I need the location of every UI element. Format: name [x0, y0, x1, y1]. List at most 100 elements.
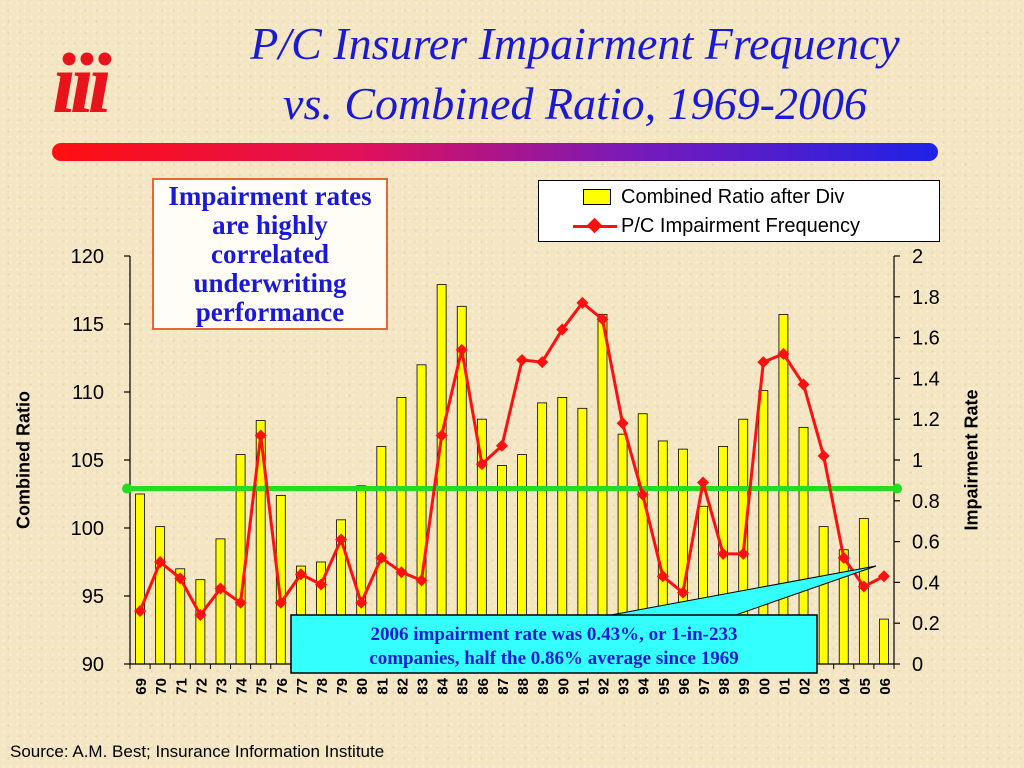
x-tick-label: 00 [756, 678, 773, 695]
y-left-tick-label: 90 [82, 654, 104, 676]
impairment-point-76 [274, 596, 287, 609]
bar-74 [235, 454, 246, 665]
bar-06 [879, 618, 889, 665]
impairment-point-82 [395, 566, 408, 579]
impairment-point-85 [455, 343, 468, 356]
y-right-tick-label: 1 [912, 450, 923, 472]
impairment-line-layer [134, 296, 890, 622]
y-right-tick-label: 2 [912, 246, 923, 268]
x-tick-label: 02 [797, 678, 814, 695]
y-right-tick-label: 1.8 [912, 287, 940, 309]
page-title: P/C Insurer Impairment Frequency vs. Com… [150, 14, 1000, 134]
impairment-point-93 [616, 417, 629, 430]
y-right-tick-label: 0.2 [912, 613, 940, 635]
impairment-point-00 [757, 356, 770, 369]
x-tick-label: 79 [334, 678, 351, 695]
impairment-point-94 [636, 488, 649, 501]
impairment-point-78 [315, 578, 327, 591]
x-tick-label: 86 [475, 678, 492, 695]
impairment-point-95 [656, 570, 669, 583]
y-left-tick-label: 100 [71, 518, 104, 540]
impairment-point-77 [294, 568, 307, 581]
impairment-point-74 [234, 596, 247, 609]
impairment-point-98 [717, 547, 730, 560]
title-gradient-bar [52, 143, 938, 161]
bar-04 [838, 549, 849, 665]
impairment-point-81 [375, 551, 388, 564]
impairment-point-75 [254, 429, 267, 442]
impairment-point-83 [415, 574, 428, 587]
x-tick-label: 76 [274, 678, 291, 695]
impairment-point-92 [596, 313, 609, 326]
impairment-point-89 [536, 356, 549, 369]
x-tick-label: 87 [495, 678, 512, 695]
callout-text: Impairment rates are highly correlated u… [168, 181, 372, 327]
x-tick-label: 72 [193, 678, 210, 695]
y-right-tick-label: 1.6 [912, 328, 940, 350]
impairment-point-80 [355, 596, 368, 609]
impairment-point-71 [174, 572, 187, 585]
x-tick-label: 97 [696, 678, 713, 695]
x-tick-label: 92 [595, 678, 612, 695]
x-tick-label: 75 [254, 678, 271, 695]
annotation-box [290, 614, 818, 674]
x-tick-label: 82 [394, 678, 411, 695]
x-tick-label: 73 [213, 678, 230, 695]
impairment-point-86 [475, 458, 488, 471]
iii-logo: iii [52, 35, 112, 131]
y-axis-left-label: Combined Ratio [13, 391, 34, 529]
y-left-tick-label: 120 [71, 246, 104, 268]
bar-84 [436, 284, 447, 665]
impairment-point-69 [134, 604, 147, 617]
y-right-tick-label: 1.2 [912, 409, 940, 431]
y-left-tick-label: 115 [72, 314, 104, 336]
impairment-point-05 [857, 580, 870, 593]
legend-label-combined-ratio: Combined Ratio after Div [621, 185, 845, 208]
impairment-point-84 [435, 429, 448, 442]
y-axis-right-label: Impairment Rate [961, 389, 982, 531]
x-tick-label: 84 [435, 677, 452, 694]
x-tick-label: 74 [234, 677, 251, 694]
x-tick-label: 80 [354, 678, 371, 695]
x-tick-label: 99 [736, 678, 753, 695]
average-line-start-dot [122, 483, 132, 494]
x-tick-label: 06 [877, 678, 894, 695]
average-line-end-dot [892, 483, 902, 494]
impairment-point-06 [877, 570, 890, 583]
impairment-point-72 [194, 609, 207, 622]
x-tick-label: 81 [374, 678, 391, 695]
x-tick-label: 89 [535, 678, 552, 695]
x-tick-label: 03 [817, 678, 834, 695]
x-tick-label: 83 [415, 678, 432, 695]
legend-item-impairment: P/C Impairment Frequency [539, 212, 860, 240]
impairment-frequency-line [138, 301, 885, 617]
impairment-point-87 [495, 439, 508, 452]
x-tick-label: 70 [153, 678, 170, 695]
impairment-point-01 [777, 347, 790, 360]
bars-layer [135, 284, 889, 665]
impairment-point-70 [154, 556, 167, 568]
x-tick-label: 04 [837, 677, 854, 694]
impairment-point-03 [817, 449, 830, 462]
x-tick-label: 69 [133, 678, 150, 695]
y-right-tick-label: 0 [912, 654, 923, 676]
annotation-line-2: companies, half the 0.86% average since … [369, 648, 738, 669]
impairment-point-96 [676, 586, 689, 599]
x-tick-label: 71 [173, 678, 190, 695]
x-tick-label: 91 [575, 678, 592, 695]
x-tick-label: 77 [294, 678, 311, 695]
y-left-tick-label: 110 [72, 382, 104, 404]
annotation-layer: 2006 impairment rate was 0.43%, or 1-in-… [290, 565, 877, 674]
bar-69 [135, 493, 145, 665]
bar-73 [215, 538, 226, 665]
x-tick-label: 98 [716, 678, 733, 695]
y-right-tick-label: 0.4 [912, 572, 940, 594]
annotation-line-1: 2006 impairment rate was 0.43%, or 1-in-… [371, 624, 738, 645]
impairment-point-79 [335, 533, 348, 546]
x-tick-label: 95 [656, 678, 673, 695]
impairment-point-73 [214, 582, 227, 595]
bar-03 [818, 526, 829, 665]
bar-72 [195, 579, 206, 665]
x-tick-label: 96 [676, 678, 693, 695]
